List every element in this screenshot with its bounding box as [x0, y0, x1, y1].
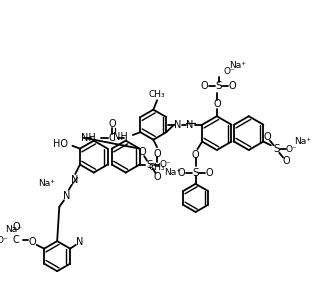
Text: CH₃: CH₃: [149, 90, 166, 99]
Text: NH: NH: [81, 133, 96, 143]
Text: O: O: [192, 150, 199, 160]
Text: S: S: [273, 144, 280, 154]
Text: O: O: [213, 99, 221, 109]
Text: O⁻: O⁻: [0, 236, 8, 245]
Text: O: O: [28, 237, 36, 247]
Text: N: N: [186, 120, 194, 130]
Text: N: N: [76, 237, 83, 247]
Text: N: N: [63, 191, 71, 200]
Text: O: O: [12, 222, 20, 232]
Text: O⁻: O⁻: [159, 160, 171, 169]
Text: Na⁺: Na⁺: [164, 168, 181, 177]
Text: N: N: [71, 175, 78, 185]
Text: O: O: [206, 168, 213, 178]
Text: CH₃: CH₃: [149, 163, 166, 172]
Text: O: O: [229, 81, 237, 91]
Text: O: O: [282, 156, 290, 166]
Text: O⁻: O⁻: [286, 144, 298, 154]
Text: HO: HO: [53, 139, 68, 149]
Text: S: S: [192, 168, 199, 178]
Text: N: N: [174, 120, 181, 130]
Text: O⁻: O⁻: [223, 67, 235, 76]
Text: O: O: [138, 147, 146, 157]
Text: Na⁺: Na⁺: [294, 137, 311, 146]
Text: Na⁺: Na⁺: [5, 225, 22, 234]
Text: O: O: [178, 168, 185, 178]
Text: O: O: [263, 132, 271, 142]
Text: O: O: [201, 81, 208, 91]
Text: O: O: [154, 172, 161, 182]
Text: C: C: [13, 235, 19, 245]
Text: S: S: [147, 160, 153, 169]
Text: O: O: [153, 149, 161, 159]
Text: C: C: [109, 133, 116, 143]
Text: Na⁺: Na⁺: [39, 179, 56, 188]
Text: Na⁺: Na⁺: [229, 61, 246, 70]
Text: NH: NH: [113, 132, 128, 142]
Text: O: O: [108, 119, 116, 129]
Text: S: S: [215, 81, 222, 91]
